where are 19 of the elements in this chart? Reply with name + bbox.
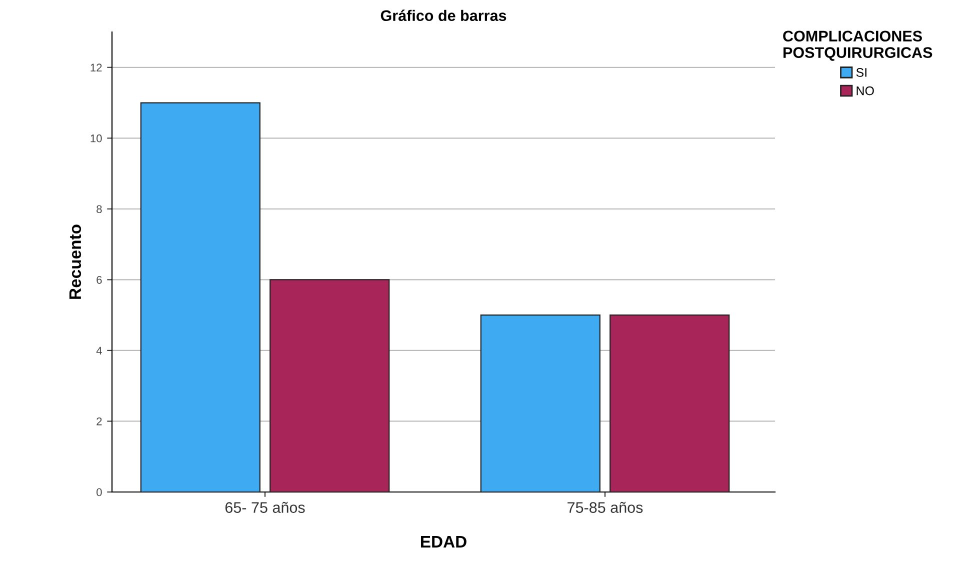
legend-label: SI	[856, 68, 866, 77]
y-tick-label: 8	[96, 205, 102, 214]
y-tick-label: 10	[90, 134, 102, 142]
y-tick-label: 2	[96, 418, 102, 426]
y-tick-label: 6	[96, 276, 102, 284]
legend-label: NO	[856, 86, 874, 96]
bar	[140, 102, 260, 492]
y-tick-label: 0	[96, 488, 102, 496]
x-axis-title: EDAD	[421, 536, 466, 548]
y-tick-label: 4	[96, 346, 102, 354]
bar	[610, 314, 730, 492]
chart-title: Gráfico de barras	[380, 10, 506, 22]
bar	[270, 279, 390, 492]
legend-title: COMPLICACIONES POSTQUIRURGICAS	[783, 30, 932, 61]
y-tick-label: 12	[90, 64, 102, 72]
bar	[480, 314, 600, 492]
x-tick-label: 75-85 años	[568, 502, 643, 513]
y-axis-title: Recuento	[69, 224, 82, 299]
x-tick-label: 65- 75 años	[225, 502, 305, 513]
